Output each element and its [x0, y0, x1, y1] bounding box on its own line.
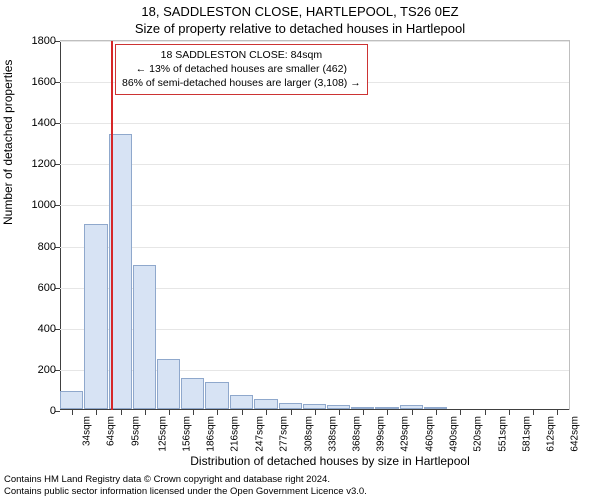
x-tick-mark: [266, 410, 267, 415]
x-tick-label: 338sqm: [327, 416, 338, 452]
y-tick-label: 200: [38, 364, 56, 376]
x-tick-mark: [72, 410, 73, 415]
histogram-bar: [254, 399, 278, 409]
footer-attribution: Contains HM Land Registry data © Crown c…: [4, 474, 367, 498]
x-tick-mark: [339, 410, 340, 415]
x-tick-label: 490sqm: [448, 416, 459, 452]
y-tick-label: 1200: [32, 158, 56, 170]
histogram-bar: [279, 403, 302, 409]
histogram-bar: [375, 407, 399, 409]
x-tick-mark: [412, 410, 413, 415]
x-tick-label: 429sqm: [400, 416, 411, 452]
chart-container: { "titles": { "address": "18, SADDLESTON…: [0, 0, 600, 500]
x-tick-mark: [145, 410, 146, 415]
x-tick-label: 308sqm: [303, 416, 314, 452]
reference-line: [111, 41, 113, 410]
y-tick-label: 800: [38, 241, 56, 253]
y-tick-label: 600: [38, 282, 56, 294]
x-tick-label: 551sqm: [497, 416, 508, 452]
x-tick-label: 277sqm: [278, 416, 289, 452]
x-tick-mark: [363, 410, 364, 415]
x-tick-label: 186sqm: [206, 416, 217, 452]
histogram-bar: [400, 405, 423, 409]
x-tick-mark: [242, 410, 243, 415]
y-axis-line: [60, 41, 61, 410]
legend-line-1: 18 SADDLESTON CLOSE: 84sqm: [122, 48, 361, 62]
histogram-bar: [303, 404, 327, 409]
x-tick-mark: [557, 410, 558, 415]
x-tick-label: 156sqm: [182, 416, 193, 452]
x-tick-label: 642sqm: [570, 416, 581, 452]
x-tick-label: 125sqm: [157, 416, 168, 452]
x-tick-label: 399sqm: [376, 416, 387, 452]
gridline: [60, 41, 569, 42]
x-tick-label: 368sqm: [351, 416, 362, 452]
histogram-bar: [60, 391, 83, 410]
histogram-bar: [205, 382, 229, 409]
histogram-bar: [424, 407, 447, 409]
x-tick-label: 64sqm: [105, 416, 116, 446]
x-tick-mark: [121, 410, 122, 415]
x-tick-label: 520sqm: [472, 416, 483, 452]
y-tick-label: 0: [50, 405, 56, 417]
x-tick-label: 612sqm: [546, 416, 557, 452]
y-tick-label: 1400: [32, 117, 56, 129]
histogram-bar: [327, 405, 350, 409]
histogram-bar: [84, 224, 108, 409]
x-tick-mark: [533, 410, 534, 415]
y-tick-label: 400: [38, 323, 56, 335]
x-tick-mark: [169, 410, 170, 415]
x-tick-label: 216sqm: [230, 416, 241, 452]
footer-line-1: Contains HM Land Registry data © Crown c…: [4, 474, 367, 486]
x-tick-label: 581sqm: [521, 416, 532, 452]
x-tick-mark: [315, 410, 316, 415]
plot-area: 18 SADDLESTON CLOSE: 84sqm ← 13% of deta…: [60, 40, 570, 410]
histogram-bar: [230, 395, 253, 409]
x-tick-label: 34sqm: [81, 416, 92, 446]
histogram-bar: [157, 359, 181, 409]
x-tick-mark: [291, 410, 292, 415]
x-tick-mark: [460, 410, 461, 415]
x-axis-title: Distribution of detached houses by size …: [0, 454, 600, 468]
x-tick-label: 460sqm: [424, 416, 435, 452]
histogram-bar: [181, 378, 204, 409]
legend-line-3: 86% of semi-detached houses are larger (…: [122, 76, 361, 90]
x-tick-mark: [96, 410, 97, 415]
x-tick-mark: [436, 410, 437, 415]
legend-box: 18 SADDLESTON CLOSE: 84sqm ← 13% of deta…: [115, 44, 368, 95]
gridline: [60, 247, 569, 248]
legend-line-2: ← 13% of detached houses are smaller (46…: [122, 62, 361, 76]
footer-line-2: Contains public sector information licen…: [4, 486, 367, 498]
gridline: [60, 123, 569, 124]
y-tick-label: 1600: [32, 76, 56, 88]
y-tick-label: 1000: [32, 199, 56, 211]
gridline: [60, 205, 569, 206]
chart-title-address: 18, SADDLESTON CLOSE, HARTLEPOOL, TS26 0…: [0, 4, 600, 19]
x-tick-mark: [509, 410, 510, 415]
x-tick-mark: [387, 410, 388, 415]
y-tick-label: 1800: [32, 35, 56, 47]
x-tick-label: 95sqm: [130, 416, 141, 446]
x-tick-mark: [217, 410, 218, 415]
x-tick-label: 247sqm: [254, 416, 265, 452]
y-axis-title: Number of detached properties: [1, 60, 15, 225]
x-tick-mark: [193, 410, 194, 415]
chart-title-subtitle: Size of property relative to detached ho…: [0, 21, 600, 36]
histogram-bar: [133, 265, 156, 409]
histogram-bar: [351, 407, 374, 409]
gridline: [60, 164, 569, 165]
x-tick-mark: [485, 410, 486, 415]
